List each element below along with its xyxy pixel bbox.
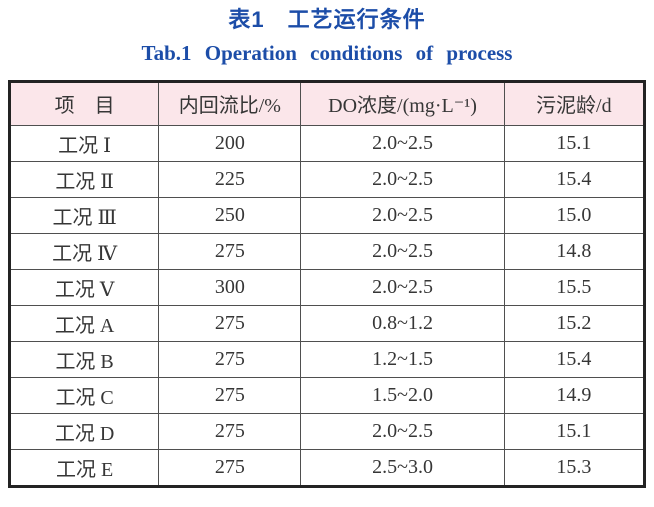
table-body: 工况 Ⅰ 200 2.0~2.5 15.1 工况 Ⅱ 225 2.0~2.5 1… <box>8 124 646 487</box>
cell-condition-label: 工况 Ⅱ <box>8 160 160 198</box>
cell-sludge-age: 15.0 <box>503 196 646 234</box>
cell-reflux-ratio: 275 <box>158 448 302 487</box>
cell-do-concentration: 2.0~2.5 <box>300 268 505 306</box>
cell-sludge-age: 15.3 <box>503 448 646 487</box>
cell-reflux-ratio: 300 <box>158 268 302 306</box>
table-title-english: Tab.1 Operation conditions of process <box>141 41 513 66</box>
cell-sludge-age: 15.5 <box>503 268 646 306</box>
cell-reflux-ratio: 200 <box>158 124 302 162</box>
cell-sludge-age: 15.1 <box>503 412 646 450</box>
column-header-internal-reflux-ratio: 内回流比/% <box>158 80 302 126</box>
cell-reflux-ratio: 275 <box>158 304 302 342</box>
table-row: 工况 C 275 1.5~2.0 14.9 <box>8 376 646 414</box>
cell-do-concentration: 0.8~1.2 <box>300 304 505 342</box>
cell-reflux-ratio: 275 <box>158 340 302 378</box>
cell-do-concentration: 1.5~2.0 <box>300 376 505 414</box>
table-title-chinese: 表1 工艺运行条件 <box>228 7 426 32</box>
cell-do-concentration: 1.2~1.5 <box>300 340 505 378</box>
cell-do-concentration: 2.5~3.0 <box>300 448 505 487</box>
cell-condition-label: 工况 C <box>8 376 160 414</box>
cell-condition-label: 工况 Ⅰ <box>8 124 160 162</box>
cell-condition-label: 工况 B <box>8 340 160 378</box>
cell-condition-label: 工况 Ⅳ <box>8 232 160 270</box>
cell-condition-label: 工况 A <box>8 304 160 342</box>
cell-do-concentration: 2.0~2.5 <box>300 196 505 234</box>
column-header-do-concentration: DO浓度/(mg·L⁻¹) <box>300 80 505 126</box>
cell-condition-label: 工况 E <box>8 448 160 487</box>
table-row: 工况 Ⅲ 250 2.0~2.5 15.0 <box>8 196 646 234</box>
cell-sludge-age: 14.8 <box>503 232 646 270</box>
table-header-row: 项 目 内回流比/% DO浓度/(mg·L⁻¹) 污泥龄/d <box>8 80 646 126</box>
cell-do-concentration: 2.0~2.5 <box>300 124 505 162</box>
cell-condition-label: 工况 Ⅴ <box>8 268 160 306</box>
column-header-sludge-age: 污泥龄/d <box>503 80 646 126</box>
cell-reflux-ratio: 275 <box>158 376 302 414</box>
cell-condition-label: 工况 D <box>8 412 160 450</box>
table-row: 工况 E 275 2.5~3.0 15.3 <box>8 448 646 487</box>
cell-sludge-age: 15.1 <box>503 124 646 162</box>
table-row: 工况 B 275 1.2~1.5 15.4 <box>8 340 646 378</box>
table-row: 工况 Ⅱ 225 2.0~2.5 15.4 <box>8 160 646 198</box>
table-row: 工况 D 275 2.0~2.5 15.1 <box>8 412 646 450</box>
cell-do-concentration: 2.0~2.5 <box>300 412 505 450</box>
table-row: 工况 Ⅰ 200 2.0~2.5 15.1 <box>8 124 646 162</box>
cell-reflux-ratio: 275 <box>158 232 302 270</box>
cell-condition-label: 工况 Ⅲ <box>8 196 160 234</box>
cell-reflux-ratio: 275 <box>158 412 302 450</box>
column-header-item: 项 目 <box>8 80 160 126</box>
cell-sludge-age: 15.4 <box>503 340 646 378</box>
table-row: 工况 A 275 0.8~1.2 15.2 <box>8 304 646 342</box>
cell-sludge-age: 15.4 <box>503 160 646 198</box>
table-row: 工况 Ⅴ 300 2.0~2.5 15.5 <box>8 268 646 306</box>
operation-conditions-table: 项 目 内回流比/% DO浓度/(mg·L⁻¹) 污泥龄/d 工况 Ⅰ 200 … <box>8 79 646 488</box>
cell-do-concentration: 2.0~2.5 <box>300 160 505 198</box>
cell-reflux-ratio: 250 <box>158 196 302 234</box>
cell-sludge-age: 15.2 <box>503 304 646 342</box>
cell-do-concentration: 2.0~2.5 <box>300 232 505 270</box>
cell-sludge-age: 14.9 <box>503 376 646 414</box>
table-row: 工况 Ⅳ 275 2.0~2.5 14.8 <box>8 232 646 270</box>
cell-reflux-ratio: 225 <box>158 160 302 198</box>
